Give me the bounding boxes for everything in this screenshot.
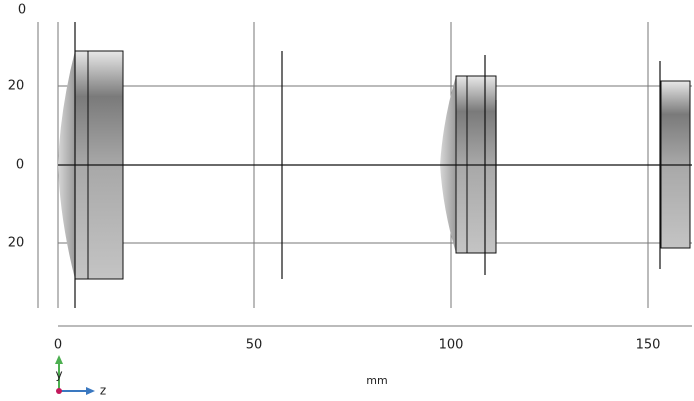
triad: y z [55, 355, 106, 398]
y-tick-label: 0 [18, 3, 26, 18]
x-tick-label: 0 [54, 338, 62, 353]
axis-lines [58, 22, 692, 327]
x-axis-label: mm [366, 374, 387, 387]
triad-label: z [100, 384, 106, 398]
x-tick-label: 150 [636, 338, 661, 353]
x-tick-label: 50 [246, 338, 263, 353]
triad-label: y [55, 368, 62, 382]
x-tick-label: 100 [439, 338, 464, 353]
y-tick-label: 20 [8, 79, 25, 94]
y-tick-label: 0 [16, 158, 24, 173]
y-tick-label: 20 [8, 236, 25, 251]
